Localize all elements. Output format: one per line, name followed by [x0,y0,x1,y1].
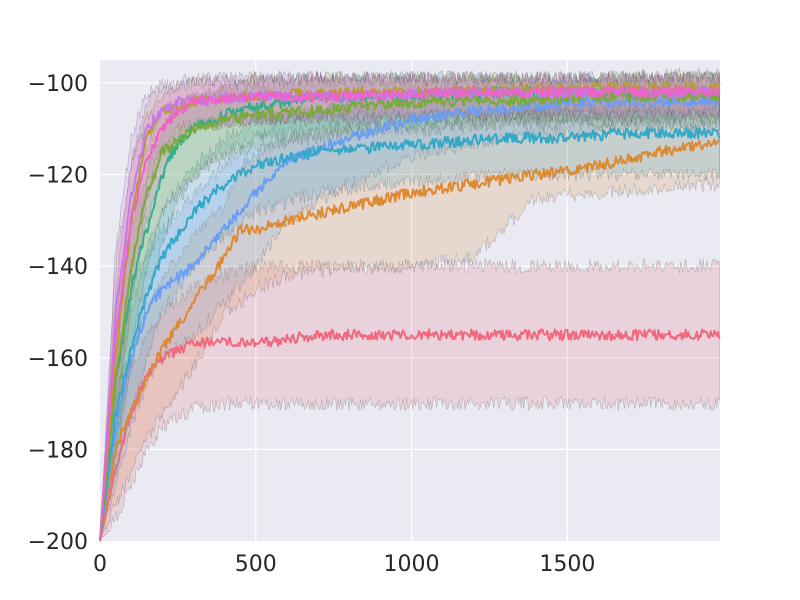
y-axis-ticks: −200 −180 −160 −140 −120 −100 [28,72,88,555]
series-line-4 [99,127,721,542]
series-band-1 [99,258,720,542]
y-tick-label: −140 [28,255,88,280]
y-tick-label: −100 [28,72,88,97]
x-tick-label: 0 [93,552,107,577]
y-tick-label: −120 [28,164,88,189]
series-line-1 [99,328,721,542]
x-tick-label: 500 [235,552,277,577]
plot-area [100,60,720,541]
series-line-9 [99,85,721,542]
series-line-2 [99,138,721,542]
series-line-3 [99,95,720,542]
y-tick-label: −180 [28,438,88,463]
x-tick-label: 1000 [384,552,440,577]
series-band-2 [99,91,720,542]
x-tick-label: 1500 [539,552,595,577]
x-axis-ticks: 0 500 1000 1500 [93,552,595,577]
y-tick-label: −200 [28,530,88,555]
series-band-6 [99,70,720,542]
y-tick-label: −160 [28,347,88,372]
series-lines [99,81,721,542]
series-line-6 [99,90,721,542]
